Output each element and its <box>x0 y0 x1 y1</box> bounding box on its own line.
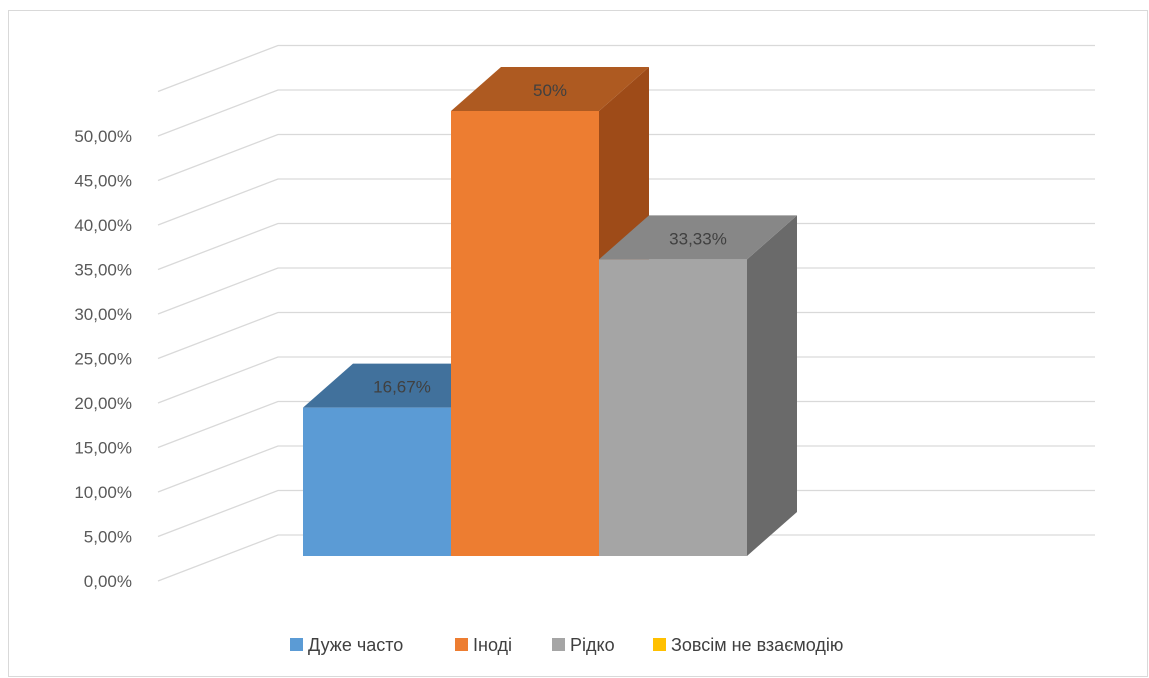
bars <box>303 67 797 556</box>
legend-item: Іноді <box>455 635 512 655</box>
bar-top <box>451 67 649 111</box>
legend-label: Рідко <box>570 635 615 655</box>
data-label: 33,33% <box>669 229 727 248</box>
data-labels: 16,67% 50% 33,33% <box>373 81 727 397</box>
bar-front <box>303 407 451 556</box>
gridline <box>157 267 1095 315</box>
legend-label: Іноді <box>473 635 512 655</box>
y-tick-label: 30,00% <box>74 305 132 324</box>
data-label: 16,67% <box>373 378 431 397</box>
gridline <box>157 534 1095 582</box>
legend-label: Зовсім не взаємодію <box>671 635 843 655</box>
bar-3 <box>599 215 797 556</box>
y-tick-label: 35,00% <box>74 261 132 280</box>
gridline <box>157 178 1095 226</box>
gridline <box>157 133 1095 182</box>
gridline <box>157 400 1095 449</box>
bar-side <box>747 215 797 556</box>
gridline <box>157 222 1095 271</box>
y-axis-ticks: 0,00% 5,00% 10,00% 15,00% 20,00% 25,00% 30,00%… <box>74 127 132 591</box>
gridline <box>157 311 1095 360</box>
bar-top <box>599 215 797 260</box>
y-tick-label: 40,00% <box>74 216 132 235</box>
y-tick-label: 0,00% <box>84 572 132 591</box>
gridline <box>157 44 1095 93</box>
legend-swatch <box>455 638 468 651</box>
data-label: 50% <box>533 81 567 100</box>
grid-layer <box>157 44 1095 582</box>
y-tick-label: 20,00% <box>74 394 132 413</box>
y-tick-label: 5,00% <box>84 528 132 547</box>
y-tick-label: 15,00% <box>74 439 132 458</box>
y-tick-label: 45,00% <box>74 172 132 191</box>
legend-item: Дуже часто <box>290 635 403 655</box>
legend-swatch <box>290 638 303 651</box>
legend-label: Дуже часто <box>308 635 403 655</box>
legend: Дуже часто Іноді Рідко Зовсім не взаємодію <box>290 635 843 655</box>
legend-swatch <box>653 638 666 651</box>
y-tick-label: 25,00% <box>74 350 132 369</box>
legend-item: Рідко <box>552 635 615 655</box>
gridline <box>157 356 1095 404</box>
gridline <box>157 489 1095 538</box>
bar-front <box>599 259 747 556</box>
legend-item: Зовсім не взаємодію <box>653 635 843 655</box>
y-tick-label: 10,00% <box>74 483 132 502</box>
gridline <box>157 445 1095 493</box>
legend-swatch <box>552 638 565 651</box>
gridline <box>157 89 1095 137</box>
bar-front <box>451 111 599 556</box>
y-tick-label: 50,00% <box>74 127 132 146</box>
